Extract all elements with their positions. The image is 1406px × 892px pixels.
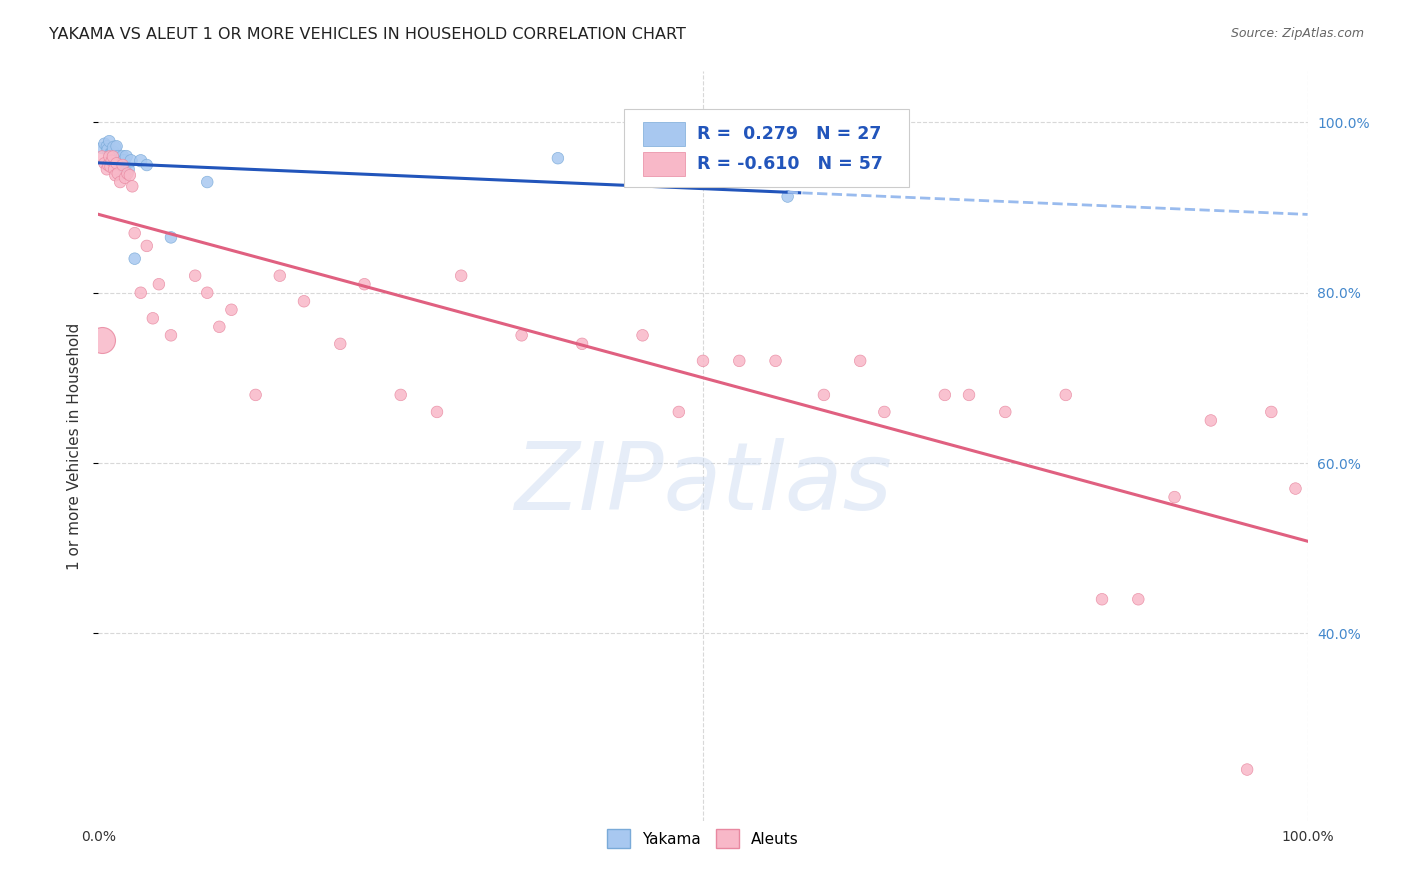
Point [129,153,152,168]
Point [105,156,128,170]
Point [105,139,128,153]
Point [115,149,138,163]
Point [245,388,267,402]
Point [813,388,835,402]
Point [873,405,896,419]
Point [426,405,449,419]
Point [129,285,152,300]
Text: R =  0.279   N = 27: R = 0.279 N = 27 [697,125,882,143]
Point [93,156,115,170]
Point [104,153,127,168]
Point [160,328,183,343]
Point [107,167,129,181]
Point [101,149,124,163]
Point [91,149,114,163]
Point [184,268,207,283]
Point [849,354,872,368]
Point [121,179,143,194]
Point [97,143,120,157]
Point [957,388,980,402]
Point [101,145,124,160]
Point [329,336,352,351]
Y-axis label: 1 or more Vehicles in Household: 1 or more Vehicles in Household [67,322,83,570]
Point [208,319,231,334]
Point [1054,388,1077,402]
FancyBboxPatch shape [643,152,685,176]
Point [728,354,751,368]
Text: R = -0.610   N = 57: R = -0.610 N = 57 [697,154,883,172]
Point [111,158,134,172]
Point [1128,592,1150,607]
Point [97,158,120,172]
Point [1091,592,1114,607]
Point [142,311,165,326]
Point [450,268,472,283]
Point [91,141,114,155]
Point [120,153,142,168]
Point [1284,482,1306,496]
Point [389,388,412,402]
Point [692,354,714,368]
Point [91,333,114,347]
Point [103,141,125,155]
Point [571,336,593,351]
Point [100,147,122,161]
Point [100,153,122,168]
Point [631,328,654,343]
Point [934,388,956,402]
Point [221,302,243,317]
Point [96,139,118,153]
Point [117,167,139,181]
Legend: Yakama, Aleuts: Yakama, Aleuts [600,823,806,855]
Point [160,230,183,244]
Point [135,239,157,253]
Point [114,170,136,185]
FancyBboxPatch shape [643,121,685,145]
Point [668,405,690,419]
Point [98,149,121,163]
Point [118,162,141,177]
Point [124,226,146,240]
Point [110,167,132,181]
Point [765,354,787,368]
Point [124,252,146,266]
Point [98,134,121,148]
Point [148,277,170,292]
Point [1236,763,1258,777]
Point [100,151,122,165]
Point [1163,490,1185,504]
Point [195,285,218,300]
Point [112,153,135,168]
Text: Source: ZipAtlas.com: Source: ZipAtlas.com [1230,27,1364,40]
Point [1199,413,1222,427]
Point [107,149,129,163]
Point [353,277,375,292]
Point [100,160,122,174]
Text: ZIPatlas: ZIPatlas [515,438,891,529]
Point [269,268,291,283]
Point [108,175,131,189]
Point [93,136,115,151]
Point [292,294,315,309]
Point [135,158,157,172]
Point [994,405,1017,419]
Point [1260,405,1282,419]
Point [114,160,136,174]
Point [108,160,131,174]
Point [195,175,218,189]
FancyBboxPatch shape [624,109,908,187]
Point [103,162,125,177]
Point [118,168,141,182]
Point [510,328,533,343]
Point [547,151,569,165]
Point [776,189,799,203]
Point [111,149,134,163]
Text: YAKAMA VS ALEUT 1 OR MORE VEHICLES IN HOUSEHOLD CORRELATION CHART: YAKAMA VS ALEUT 1 OR MORE VEHICLES IN HO… [49,27,686,42]
Point [96,162,118,177]
Point [104,168,127,182]
